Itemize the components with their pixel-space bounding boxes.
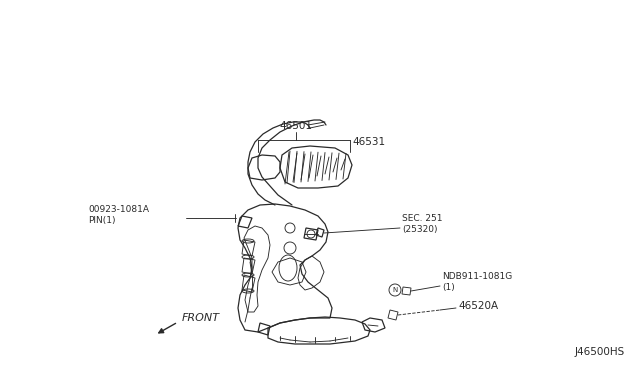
Text: 46531: 46531 [352, 137, 385, 147]
Text: NDB911-1081G
(1): NDB911-1081G (1) [442, 272, 512, 292]
Text: SEC. 251
(25320): SEC. 251 (25320) [402, 214, 442, 234]
Text: J46500HS: J46500HS [575, 347, 625, 357]
Text: FRONT: FRONT [182, 313, 220, 323]
Text: N: N [392, 287, 397, 293]
Circle shape [389, 284, 401, 296]
Text: 46520A: 46520A [458, 301, 498, 311]
Text: 00923-1081A
PIN(1): 00923-1081A PIN(1) [88, 205, 149, 225]
Text: 46501: 46501 [280, 121, 312, 131]
